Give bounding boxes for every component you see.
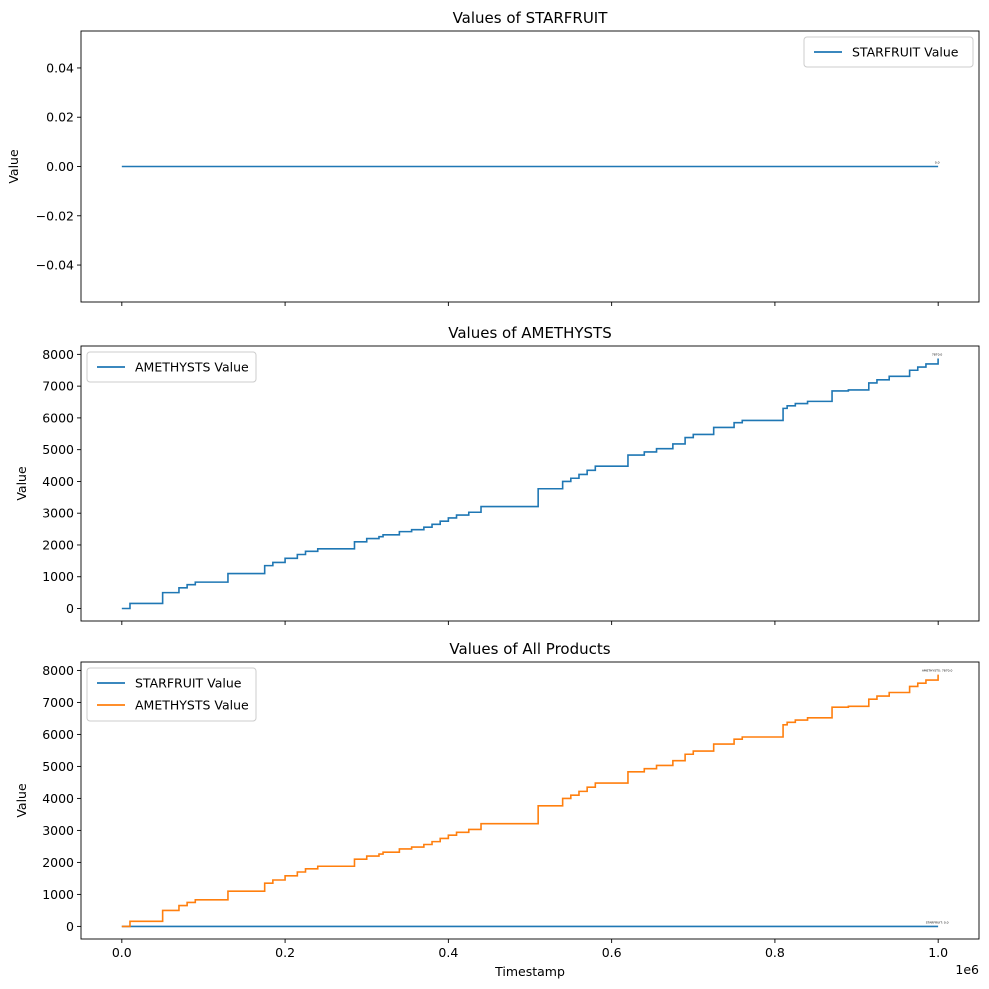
y-tick-label: −0.04 <box>36 258 74 273</box>
chart-title: Values of All Products <box>449 640 610 658</box>
y-tick-label: 5000 <box>42 442 74 457</box>
legend-box <box>86 667 257 722</box>
x-axis-label: Timestamp <box>494 964 565 979</box>
y-tick-label: 1000 <box>42 887 74 902</box>
axes-frame <box>80 661 980 940</box>
subplot-2: 7870.0 Values of AMETHYSTS 0 1000 2000 3000 40… <box>14 324 980 625</box>
axes-frame <box>80 345 980 622</box>
legend-label: STARFRUIT Value <box>852 45 959 60</box>
y-tick-label: 7000 <box>42 695 74 710</box>
x-tick-label: 0.8 <box>765 945 785 960</box>
y-tick-label: 1000 <box>42 569 74 584</box>
y-tick-label: 5000 <box>42 759 74 774</box>
x-tick-label: 0.6 <box>602 945 622 960</box>
y-tick-label: 0.04 <box>46 60 74 75</box>
legend-label: AMETHYSTS Value <box>135 698 249 713</box>
y-tick-label: 2000 <box>42 537 74 552</box>
x-axis-offset-label: 1e6 <box>955 962 979 977</box>
data-annotation: STARFRUIT: 0.0 <box>926 920 949 924</box>
legend-box <box>803 36 974 68</box>
y-tick-label: −0.02 <box>36 208 74 223</box>
y-tick-label: 4000 <box>42 474 74 489</box>
legend-label: STARFRUIT Value <box>135 676 242 691</box>
series-line-amethysts-value <box>121 358 939 610</box>
data-annotation: 7870.0 <box>932 353 943 357</box>
data-annotation: 0.0 <box>935 161 940 165</box>
y-tick-label: 6000 <box>42 727 74 742</box>
x-tick-label: 0.2 <box>275 945 295 960</box>
subplot-3: AMETHYSTS: 7870.0 STARFRUIT: 0.0 Values of… <box>14 640 980 979</box>
y-tick-label: 0.02 <box>46 110 74 125</box>
x-tick-label: 0.4 <box>438 945 458 960</box>
y-tick-label: 4000 <box>42 791 74 806</box>
legend-box <box>86 351 257 383</box>
y-tick-label: 6000 <box>42 410 74 425</box>
legend-label: AMETHYSTS Value <box>135 360 249 375</box>
y-tick-label: 7000 <box>42 379 74 394</box>
y-axis-label: Value <box>6 149 21 184</box>
y-tick-label: 2000 <box>42 855 74 870</box>
x-tick-label: 0.0 <box>112 945 132 960</box>
legend: AMETHYSTS Value <box>86 351 257 383</box>
legend: STARFRUIT Value AMETHYSTS Value <box>86 667 257 722</box>
chart-title: Values of STARFRUIT <box>453 9 609 27</box>
y-tick-label: 8000 <box>42 347 74 362</box>
y-axis-label: Value <box>14 466 29 501</box>
legend: STARFRUIT Value <box>803 36 974 68</box>
subplot-1: 0.0 Values of STARFRUIT −0.04 −0.02 0.00 0.02… <box>6 9 980 306</box>
x-tick-label: 1.0 <box>928 945 948 960</box>
data-annotation: AMETHYSTS: 7870.0 <box>922 669 953 673</box>
y-tick-label: 0.00 <box>46 159 74 174</box>
y-tick-label: 0 <box>66 919 74 934</box>
y-axis-label: Value <box>14 783 29 818</box>
y-tick-label: 8000 <box>42 663 74 678</box>
chart-title: Values of AMETHYSTS <box>448 324 612 342</box>
y-tick-label: 0 <box>66 601 74 616</box>
y-tick-label: 3000 <box>42 823 74 838</box>
y-tick-label: 3000 <box>42 506 74 521</box>
series-line-amethysts-value <box>121 674 939 928</box>
